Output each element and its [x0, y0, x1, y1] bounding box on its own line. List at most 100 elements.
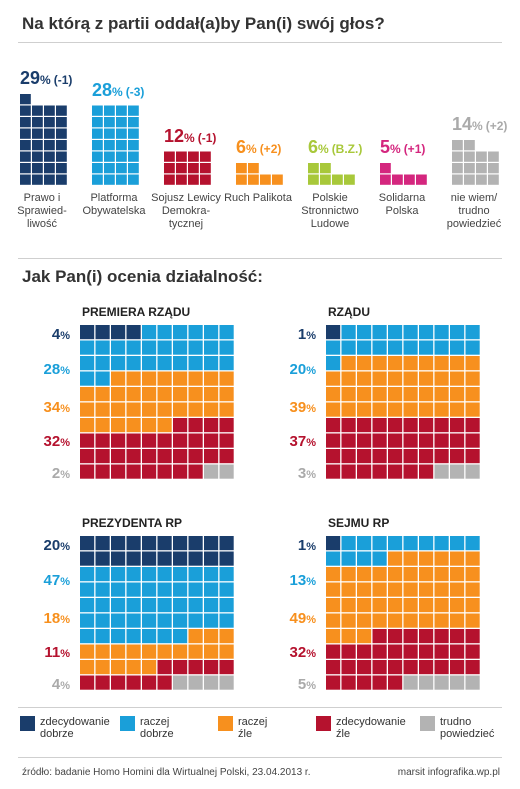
waffle-square — [173, 660, 188, 675]
waffle-square — [204, 387, 219, 402]
bar-square — [44, 151, 55, 162]
waffle-square — [434, 660, 449, 675]
waffle-square — [419, 551, 434, 566]
waffle-square — [372, 387, 387, 402]
waffle-square — [111, 644, 126, 659]
waffle-square — [126, 464, 141, 479]
bar-category-label: Polskie Stronnictwo Ludowe — [301, 192, 359, 230]
waffle-square — [465, 598, 480, 613]
waffle-square — [219, 551, 234, 566]
waffle-square — [403, 449, 418, 464]
waffle-square — [434, 387, 449, 402]
waffle-square — [126, 356, 141, 371]
waffle-square — [111, 371, 126, 386]
waffle-square — [157, 449, 172, 464]
waffle-square — [450, 613, 465, 628]
waffle-square — [388, 325, 403, 340]
waffle-square — [157, 340, 172, 355]
waffle-square — [403, 371, 418, 386]
waffle-square — [157, 325, 172, 340]
waffle-square — [357, 449, 372, 464]
waffle-square — [204, 551, 219, 566]
waffle-square — [341, 464, 356, 479]
bar-value: 12 — [164, 125, 185, 146]
waffle-square — [173, 644, 188, 659]
waffle-square — [388, 371, 403, 386]
waffle-unit: % — [60, 680, 70, 692]
bar-square — [452, 174, 463, 185]
waffle-unit: % — [306, 648, 316, 660]
waffle-square — [388, 644, 403, 659]
waffle-value: 20 — [289, 361, 307, 378]
waffle-square — [450, 371, 465, 386]
waffle-square — [95, 644, 110, 659]
waffle-square — [157, 402, 172, 417]
bar-square — [32, 163, 43, 174]
bar-square — [92, 105, 103, 116]
waffle-square — [465, 371, 480, 386]
waffle-square — [126, 675, 141, 690]
waffle-title: SEJMU RP — [328, 516, 390, 530]
bar-square — [56, 128, 67, 139]
waffle-square — [341, 536, 356, 551]
waffle-square — [173, 567, 188, 582]
bar-square — [44, 117, 55, 128]
bar-value-label: 29% (-1) — [20, 68, 72, 89]
waffle-grid — [326, 536, 480, 690]
waffle-square — [326, 356, 341, 371]
bar-square — [32, 105, 43, 116]
waffle-square — [80, 449, 95, 464]
waffle-square — [403, 629, 418, 644]
waffle-square — [372, 598, 387, 613]
waffle-square — [142, 629, 157, 644]
bar-square — [116, 128, 127, 139]
waffle-square — [111, 387, 126, 402]
waffle-square — [126, 613, 141, 628]
waffle-square — [388, 551, 403, 566]
waffle-square — [173, 402, 188, 417]
waffle-square — [142, 551, 157, 566]
bar-value: 6 — [308, 137, 319, 157]
waffle-square — [111, 660, 126, 675]
waffle-square — [326, 464, 341, 479]
waffle-square — [157, 613, 172, 628]
bar-square — [92, 128, 103, 139]
waffle-unit: % — [60, 437, 70, 449]
bar-square — [20, 151, 31, 162]
waffle-square — [157, 356, 172, 371]
waffle-unit: % — [60, 541, 70, 553]
bar-square — [128, 174, 139, 185]
bar-change: (-1) — [53, 73, 73, 87]
bar-square — [452, 163, 463, 174]
waffle-square — [95, 660, 110, 675]
bar-category-label: Sojusz Lewicy Demokra- tycznej — [151, 192, 221, 230]
legend-line: dobrze — [40, 728, 74, 740]
bar-square — [260, 174, 271, 185]
waffle-square — [157, 418, 172, 433]
waffle-square — [372, 340, 387, 355]
bar-square — [128, 128, 139, 139]
waffle-square — [341, 356, 356, 371]
waffle-square — [341, 371, 356, 386]
waffle-unit: % — [60, 576, 70, 588]
waffle-square — [419, 660, 434, 675]
waffle-square — [188, 675, 203, 690]
waffle-square — [326, 371, 341, 386]
waffle-square — [419, 325, 434, 340]
waffle-square — [419, 387, 434, 402]
waffle-square — [403, 402, 418, 417]
waffle-square — [388, 613, 403, 628]
waffle-value: 18 — [43, 610, 61, 627]
legend-swatch — [218, 716, 233, 731]
waffle-square — [80, 675, 95, 690]
waffle-row-label: 1% — [272, 326, 316, 343]
waffle-square — [326, 449, 341, 464]
waffle-square — [219, 371, 234, 386]
credit-note: marsit infografika.wp.pl — [397, 767, 500, 778]
waffle-square — [419, 449, 434, 464]
waffle-square — [372, 613, 387, 628]
waffle-square — [357, 402, 372, 417]
waffle-square — [326, 387, 341, 402]
bar-square — [92, 174, 103, 185]
waffle-square — [188, 402, 203, 417]
